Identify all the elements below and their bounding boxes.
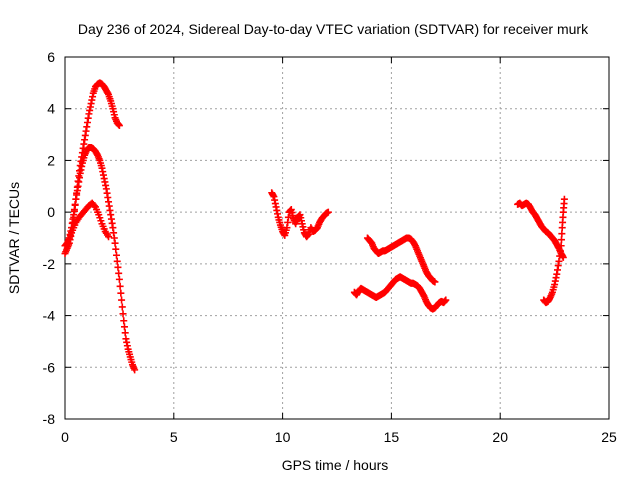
series-track-4a [514, 199, 567, 261]
data-point [558, 230, 566, 238]
data-point [116, 282, 124, 290]
y-tick-label: -6 [43, 359, 56, 375]
x-tick-label: 20 [492, 429, 508, 445]
x-tick-label: 15 [384, 429, 400, 445]
y-tick-label: -2 [43, 256, 56, 272]
x-tick-label: 10 [275, 429, 291, 445]
grid-lines [65, 57, 609, 419]
data-point [559, 253, 567, 261]
y-tick-label: 0 [47, 204, 55, 220]
data-series [61, 79, 568, 374]
y-tick-label: 2 [47, 152, 55, 168]
data-point [442, 296, 450, 304]
data-point [117, 289, 125, 297]
data-point [557, 242, 565, 250]
plot-frame [64, 56, 610, 420]
series-track-3a [363, 234, 439, 286]
x-tick-label: 5 [170, 429, 178, 445]
data-point [111, 239, 119, 247]
y-axis-label: SDTVAR / TECUs [6, 182, 22, 294]
data-point [113, 257, 121, 265]
data-point [118, 296, 126, 304]
data-point [119, 310, 127, 318]
axis-tick-labels: 0 5 10 15 20 25 -8 -6 -4 -2 0 2 4 6 [43, 49, 617, 445]
y-tick-label: -4 [43, 308, 56, 324]
y-tick-label: 6 [47, 49, 55, 65]
data-point [560, 195, 568, 203]
axis-ticks [64, 56, 610, 420]
series-track-2 [268, 189, 332, 241]
data-point [324, 208, 332, 216]
x-tick-label: 0 [61, 429, 69, 445]
data-point [112, 245, 120, 253]
data-point [131, 366, 139, 374]
data-point [120, 317, 128, 325]
y-tick-label: -8 [43, 411, 56, 427]
data-point [115, 122, 123, 130]
data-point [105, 233, 113, 241]
x-axis-label: GPS time / hours [282, 457, 389, 473]
data-point [120, 323, 128, 331]
data-point [90, 202, 98, 210]
data-point [557, 236, 565, 244]
data-point [115, 275, 123, 283]
y-tick-label: 4 [47, 101, 55, 117]
data-point [114, 263, 122, 271]
x-tick-label: 25 [601, 429, 617, 445]
series-track-3b [350, 273, 450, 313]
data-point [112, 251, 120, 259]
chart-title: Day 236 of 2024, Sidereal Day-to-day VTE… [78, 21, 589, 37]
data-point [431, 278, 439, 286]
series-track-4b [540, 195, 568, 307]
data-point [115, 269, 123, 277]
data-point [121, 329, 129, 337]
series-track-1b [61, 144, 139, 374]
series-track-1c [65, 199, 113, 242]
data-point [118, 303, 126, 311]
